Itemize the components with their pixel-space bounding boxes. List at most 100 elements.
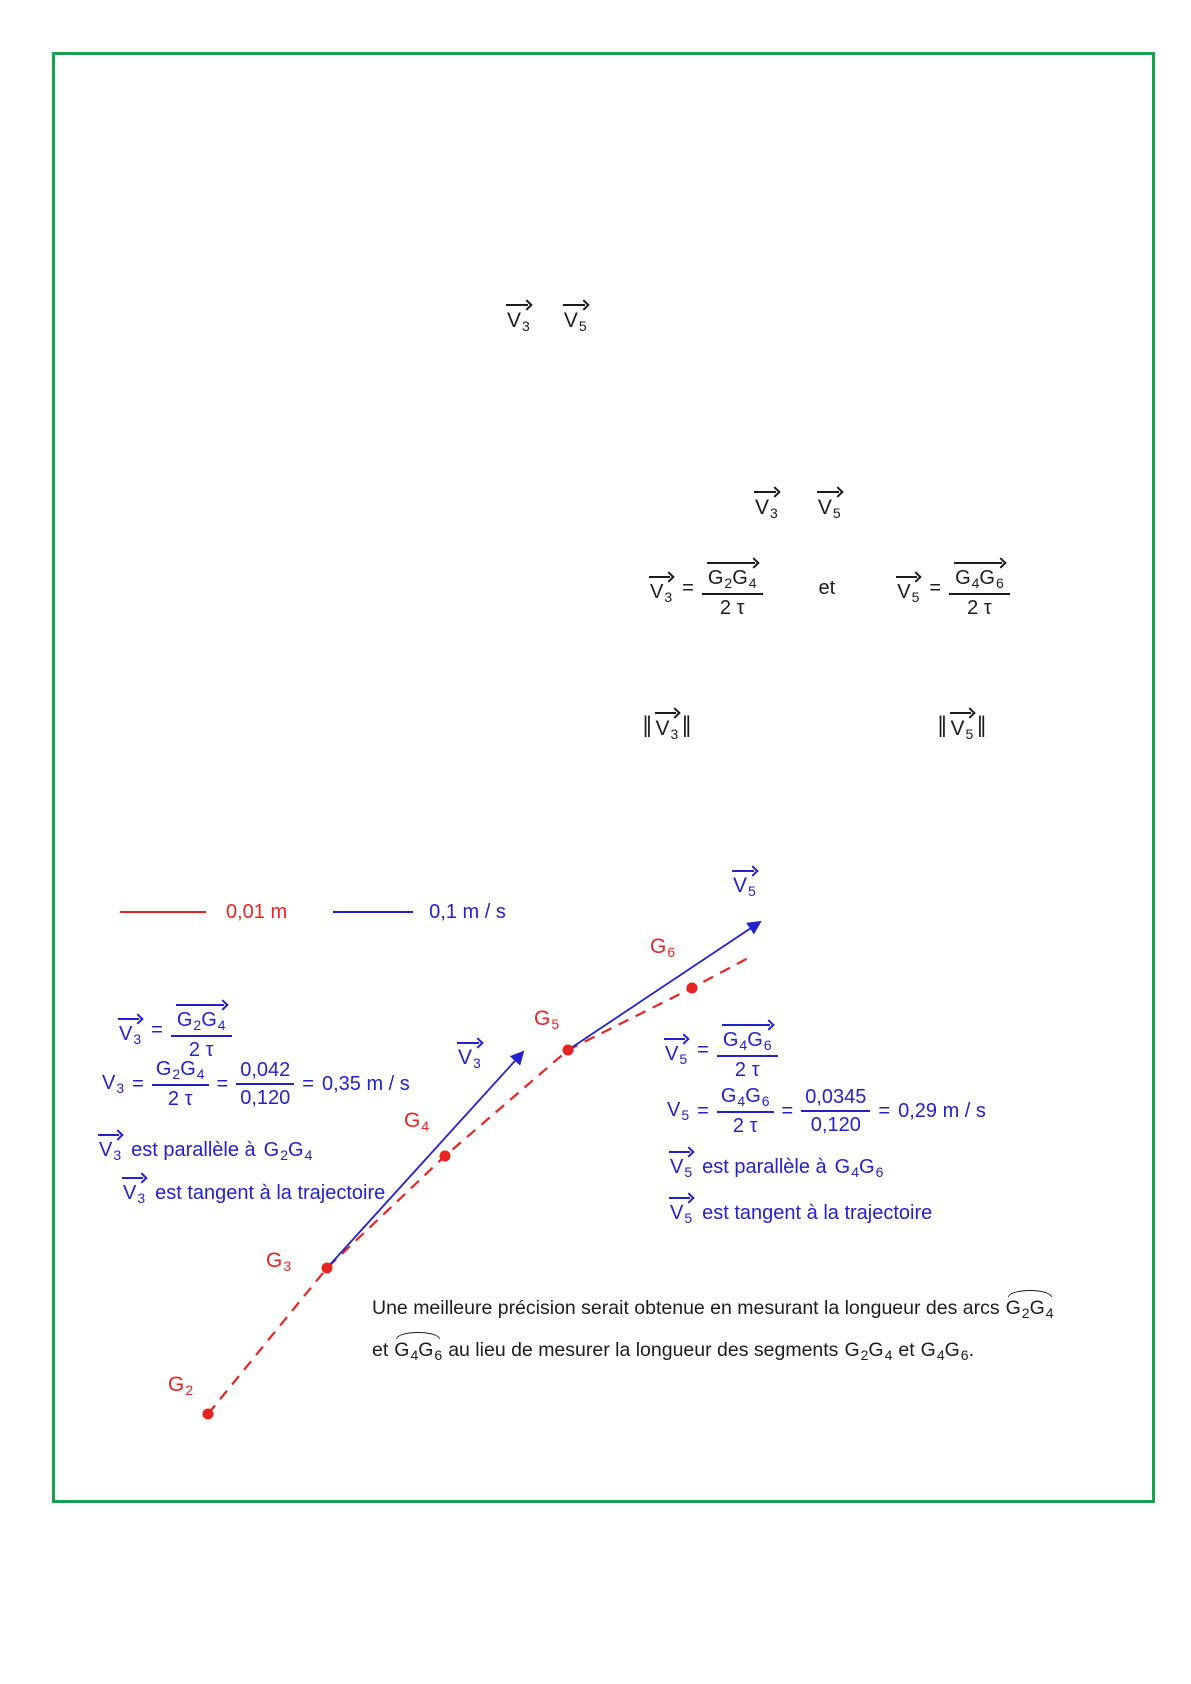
diagram-label-G6: G6	[650, 936, 675, 959]
g6-base: G	[650, 935, 667, 958]
g4-sub: 4	[748, 575, 757, 591]
v5-definition-fraction: G4G6 2 τ	[949, 558, 1010, 619]
v5-scalar-symbol: V5	[667, 1099, 689, 1123]
v3-base: V	[123, 1182, 137, 1204]
g2-base: G	[1005, 1297, 1021, 1319]
g4-base: G	[404, 1109, 421, 1132]
v5-calculation: V5 = G4G6 2 τ = 0,0345 0,120 = 0,29 m / …	[667, 1085, 986, 1137]
parallel-phrase: est parallèle à	[702, 1156, 827, 1178]
velocity-definition-formulas: V3 = G2G4 2 τ et V5 = G4G6 2 τ	[648, 558, 1010, 619]
g6-base: G	[747, 1029, 763, 1051]
v3-base: V	[650, 581, 664, 604]
note-line-2: et G4G6 au lieu de mesurer la longueur d…	[372, 1332, 1054, 1363]
note-line-1: Une meilleure précision serait obtenue e…	[372, 1290, 1054, 1321]
trajectory-dashed-path	[207, 956, 751, 1415]
g2g4-arc: G2G4	[1005, 1290, 1054, 1321]
equals-sign: =	[216, 1072, 229, 1095]
v3-definition-fraction: G2G4 2 τ	[701, 558, 763, 619]
v3-sub: 3	[113, 1147, 122, 1163]
g4-base: G	[201, 1009, 217, 1031]
v5-vector-symbol: V5	[663, 1034, 689, 1067]
v5-vector-symbol: V5	[668, 1193, 694, 1226]
v5-tangent-statement: V5 est tangent à la trajectoire	[668, 1193, 932, 1226]
v3-sub: 3	[664, 589, 673, 606]
v3-result-value: 0,35 m / s	[321, 1072, 410, 1095]
v3-base: V	[102, 1072, 116, 1095]
g6-base: G	[979, 567, 995, 589]
note-line-2-text: au lieu de mesurer la longueur des segme…	[448, 1339, 839, 1361]
v5-sub: 5	[684, 1210, 693, 1226]
two-tau-denominator: 2 τ	[734, 1059, 760, 1082]
equals-sign: =	[878, 1099, 891, 1122]
diagram-label-G4: G4	[404, 1110, 429, 1133]
et-conjunction: et	[818, 577, 836, 600]
v5-distance-value: 0,0345	[801, 1086, 871, 1113]
v3-sub: 3	[473, 1055, 481, 1071]
g4-base: G	[720, 1085, 737, 1107]
v3-distance-value: 0,042	[236, 1059, 295, 1086]
g6-base: G	[745, 1085, 761, 1107]
g2g4-segment: G2G4	[844, 1339, 892, 1363]
diagram-label-V3: V3	[456, 1038, 483, 1070]
g6-sub: 6	[995, 575, 1004, 591]
v3-vector-symbol: V3	[654, 708, 681, 742]
v3-base: V	[99, 1139, 113, 1161]
g2-base: G	[263, 1139, 280, 1161]
g4g6-arc: G4G6	[394, 1332, 442, 1363]
equals-sign: =	[682, 577, 694, 600]
velocity-vector-line-V5	[567, 920, 762, 1051]
v5-time-value: 0,120	[810, 1114, 861, 1137]
v5-sub: 5	[578, 318, 587, 334]
g2-sub: 2	[193, 1017, 202, 1033]
g2-sub: 2	[1021, 1305, 1030, 1321]
g2g4-segment-vector: G2G4	[706, 558, 759, 591]
trajectory-point-G6	[686, 982, 698, 994]
note-line-1-text: Une meilleure précision serait obtenue e…	[372, 1297, 1000, 1319]
equals-sign: =	[781, 1099, 794, 1122]
v3-vector-symbol: V3	[117, 1014, 143, 1047]
g4-base: G	[955, 567, 971, 589]
g2g4-segment: G2G4	[264, 1139, 313, 1163]
distance-scale-line	[120, 911, 206, 913]
v3-vector-symbol: V3	[121, 1173, 147, 1206]
equals-sign: =	[929, 577, 942, 600]
g4-base: G	[920, 1339, 936, 1361]
v5-definition-fraction: G4G6 2 τ	[716, 1020, 778, 1082]
g2-sub: 2	[185, 1382, 194, 1398]
v5-norm: ‖ V5 ‖	[936, 708, 988, 742]
g3-sub: 3	[283, 1258, 292, 1274]
g4-base: G	[732, 567, 748, 589]
equals-sign: =	[132, 1072, 144, 1095]
g4-sub: 4	[884, 1347, 893, 1363]
v5-sub: 5	[965, 726, 974, 742]
two-tau-denominator: 2 τ	[188, 1039, 214, 1062]
g6-sub: 6	[667, 944, 676, 960]
v5-vector-symbol: V5	[895, 572, 921, 605]
two-tau-denominator: 2 τ	[167, 1088, 193, 1111]
v3-sub: 3	[116, 1080, 125, 1097]
equals-sign: =	[151, 1019, 163, 1042]
v3-time-value: 0,120	[240, 1087, 291, 1110]
equals-sign: =	[697, 1039, 709, 1062]
trajectory-point-G2	[202, 1408, 214, 1420]
g6-sub: 6	[761, 1093, 770, 1109]
v3-vector-symbol: V3	[505, 300, 532, 334]
v5-base: V	[670, 1156, 684, 1178]
scale-legend: 0,01 m 0,1 m / s	[120, 899, 506, 925]
v5-sub: 5	[832, 505, 841, 521]
g4g6-over-2tau: G4G6 2 τ	[716, 1085, 774, 1137]
v5-base: V	[733, 874, 748, 897]
g2g4-segment-vector: G2G4	[175, 1000, 228, 1033]
diagram-label-V5: V5	[731, 866, 758, 898]
g4-sub: 4	[304, 1147, 313, 1163]
v5-base: V	[563, 309, 578, 332]
g4-sub: 4	[421, 1118, 430, 1134]
g2-sub: 2	[860, 1347, 869, 1363]
g2-base: G	[844, 1339, 860, 1361]
v5-base: V	[670, 1202, 684, 1224]
equals-sign: =	[697, 1099, 709, 1122]
trajectory-point-G4	[439, 1150, 451, 1162]
v5-vector-symbol: V5	[668, 1147, 694, 1180]
